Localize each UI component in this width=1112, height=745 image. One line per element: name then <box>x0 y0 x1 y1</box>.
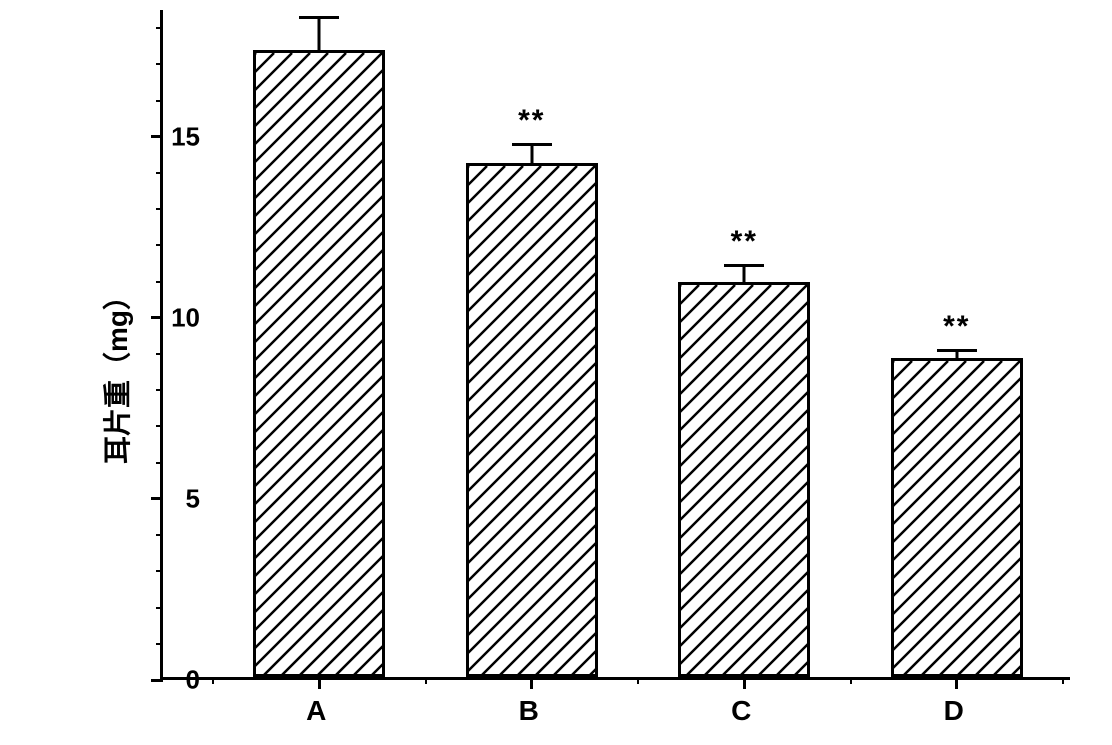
y-tick-minor <box>156 389 163 391</box>
y-tick-minor <box>156 462 163 464</box>
y-tick-minor <box>156 607 163 609</box>
y-tick-minor <box>156 27 163 29</box>
bar-D <box>891 358 1023 677</box>
y-tick-minor <box>156 570 163 572</box>
bar-hatch <box>256 53 382 674</box>
x-tick-minor <box>1062 677 1064 684</box>
x-tick-major <box>743 677 746 689</box>
plot-area: ** ** ** <box>160 10 1070 680</box>
y-tick-minor <box>156 353 163 355</box>
significance-marker: ** <box>518 104 545 138</box>
error-bar-cap <box>299 16 339 19</box>
chart-container: ** ** ** 0 5 10 15 A B C D <box>130 0 1090 725</box>
bar-hatch <box>469 166 595 674</box>
y-tick-minor <box>156 534 163 536</box>
y-tick-minor <box>156 643 163 645</box>
bar-hatch <box>894 361 1020 674</box>
x-tick-minor <box>850 677 852 684</box>
error-bar-stem <box>955 350 958 361</box>
x-tick-label: C <box>731 695 751 727</box>
x-tick-label: D <box>944 695 964 727</box>
x-tick-major <box>530 677 533 689</box>
y-tick-label: 10 <box>150 302 200 333</box>
x-tick-major <box>318 677 321 689</box>
y-tick-minor <box>156 244 163 246</box>
x-tick-major <box>955 677 958 689</box>
significance-marker: ** <box>731 225 758 259</box>
significance-marker: ** <box>943 310 970 344</box>
x-tick-minor <box>425 677 427 684</box>
bar-A <box>253 50 385 677</box>
y-tick-minor <box>156 425 163 427</box>
bar-hatch <box>681 285 807 674</box>
error-bar-cap <box>937 349 977 352</box>
error-bar-stem <box>530 144 533 166</box>
y-tick-minor <box>156 208 163 210</box>
y-tick-label: 0 <box>150 665 200 696</box>
x-tick-label: B <box>519 695 539 727</box>
error-bar-stem <box>743 265 746 285</box>
x-tick-minor <box>212 677 214 684</box>
bar-C <box>678 282 810 677</box>
error-bar-stem <box>318 17 321 53</box>
y-tick-label: 15 <box>150 121 200 152</box>
y-tick-minor <box>156 281 163 283</box>
y-tick-minor <box>156 63 163 65</box>
y-tick-label: 5 <box>150 483 200 514</box>
x-tick-minor <box>637 677 639 684</box>
error-bar-cap <box>512 143 552 146</box>
x-tick-label: A <box>306 695 326 727</box>
y-tick-minor <box>156 100 163 102</box>
y-tick-minor <box>156 172 163 174</box>
error-bar-cap <box>724 264 764 267</box>
bar-B <box>466 163 598 677</box>
